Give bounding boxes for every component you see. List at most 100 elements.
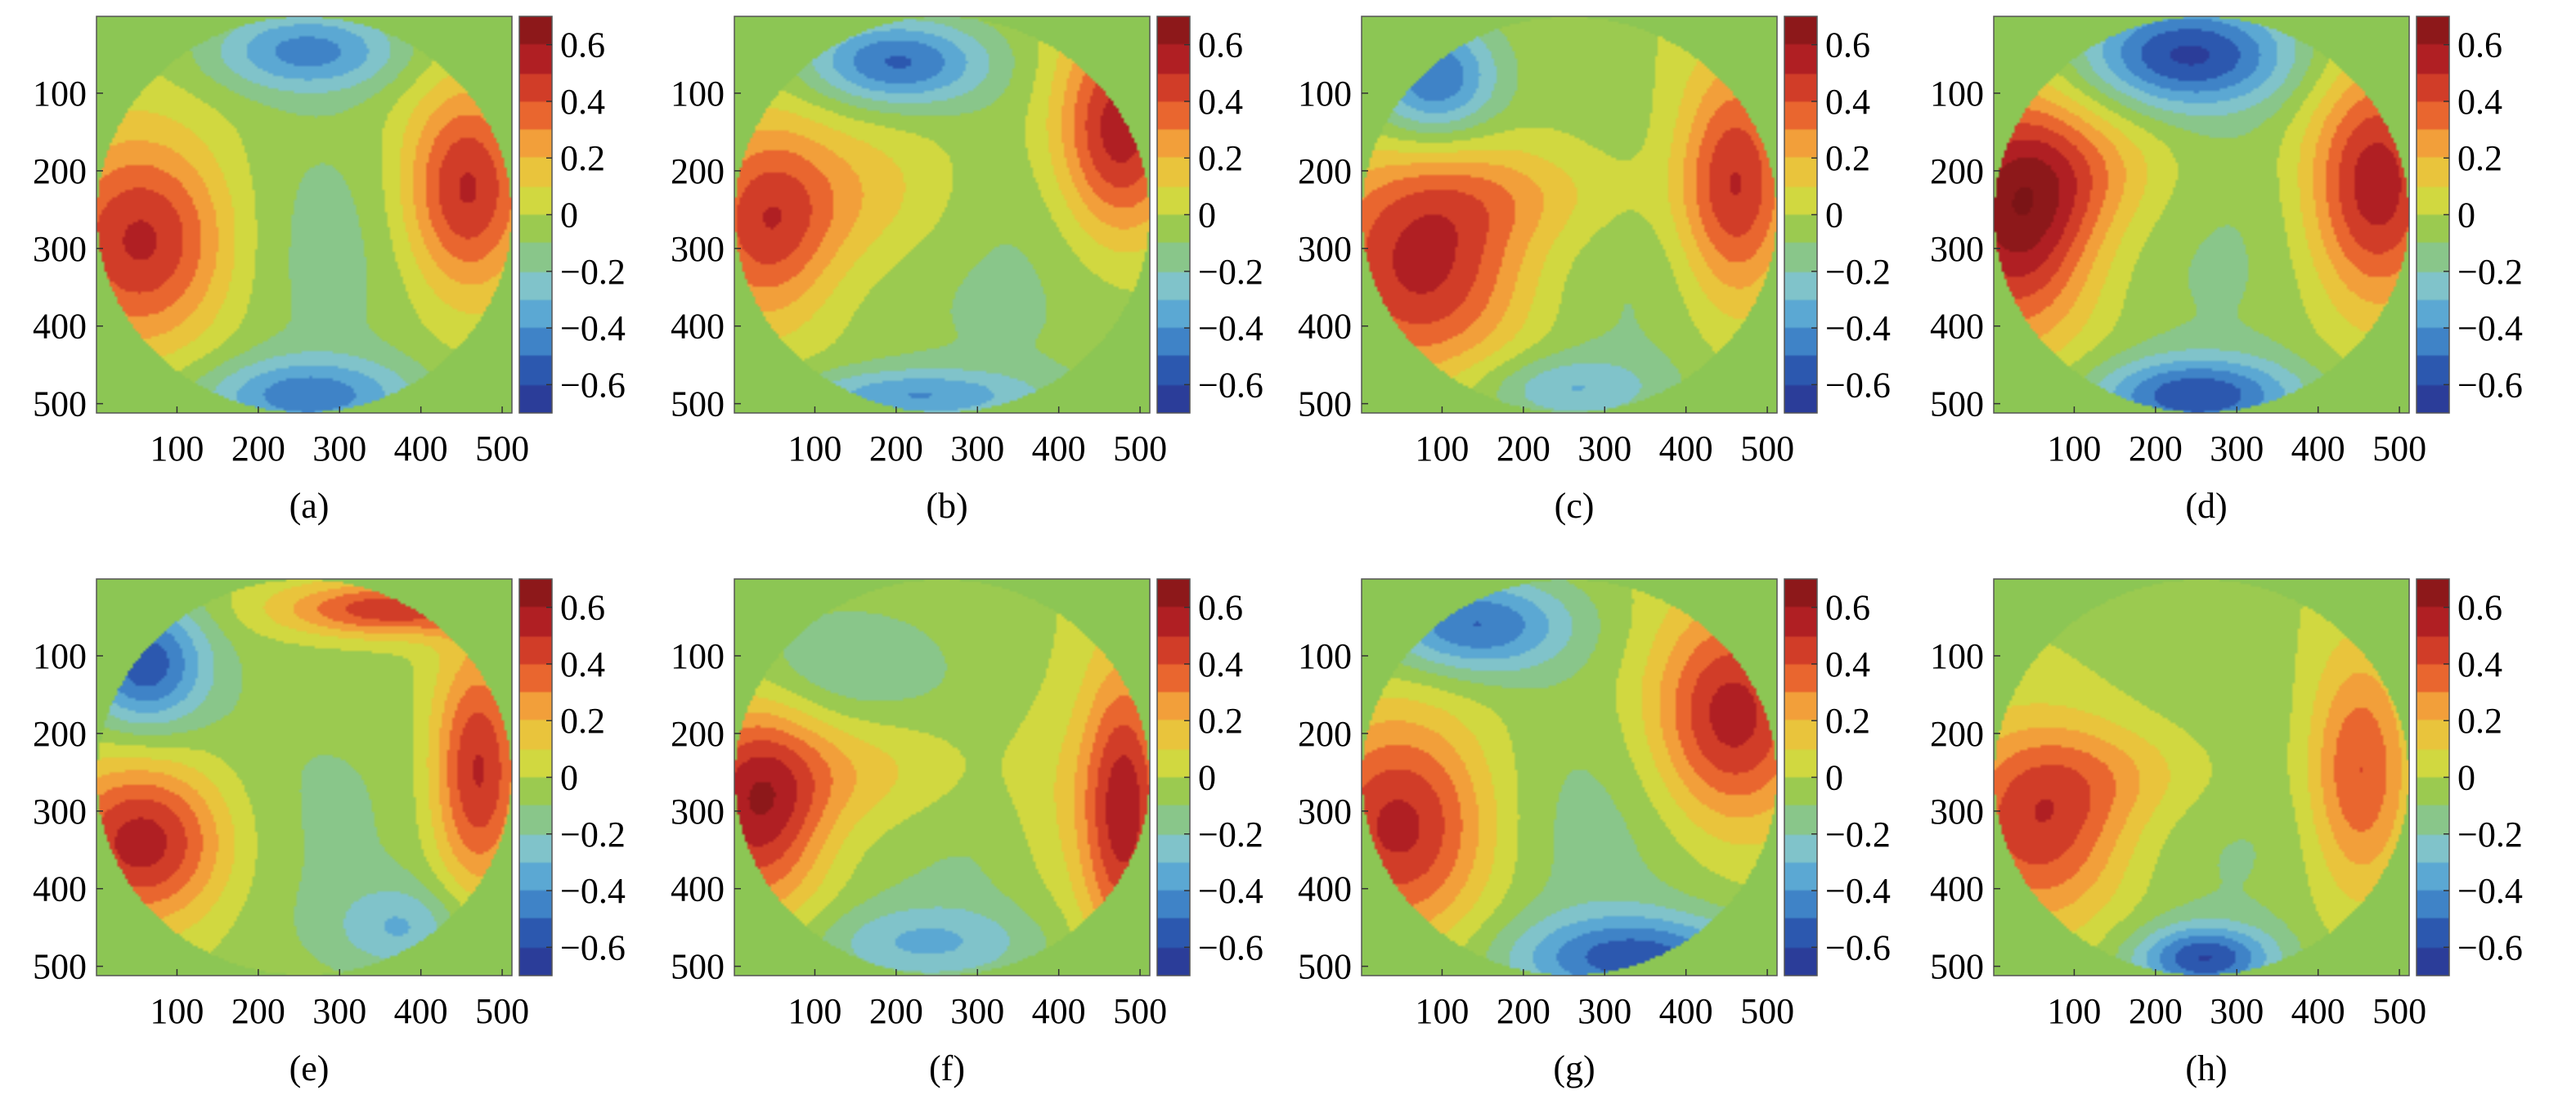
x-tick-label: 300 bbox=[312, 429, 366, 469]
y-tick-label: 500 bbox=[671, 384, 725, 424]
y-tick-label: 400 bbox=[671, 307, 725, 347]
colorbar-tick-label: −0.2 bbox=[2457, 815, 2523, 855]
y-tick-label: 300 bbox=[1930, 792, 1984, 832]
y-tick-label: 500 bbox=[33, 384, 87, 424]
heatmap-image bbox=[1362, 579, 1777, 976]
heatmap-image bbox=[96, 579, 512, 976]
x-tick-label: 200 bbox=[2129, 991, 2183, 1031]
colorbar-tick-label: 0.6 bbox=[2457, 588, 2502, 628]
colorbar-tick-label: 0.4 bbox=[560, 644, 605, 684]
colorbar-tick-label: −0.6 bbox=[2457, 365, 2523, 405]
x-tick-label: 100 bbox=[788, 991, 841, 1031]
colorbar-tick-label: −0.4 bbox=[1825, 871, 1891, 911]
y-tick-label: 100 bbox=[1298, 74, 1352, 114]
y-tick-label: 200 bbox=[33, 714, 87, 754]
x-tick-label: 300 bbox=[950, 991, 1004, 1031]
x-tick-label: 500 bbox=[475, 429, 529, 469]
y-tick-label: 200 bbox=[1930, 714, 1984, 754]
panel-label: (g) bbox=[1553, 1048, 1595, 1088]
panel-c: 100 200 300 400 500 100 200 300 400 500 0.6 0.4 0.2 0… bbox=[1298, 16, 1891, 526]
plot-frame bbox=[734, 578, 1151, 976]
y-tick-label: 100 bbox=[1298, 636, 1352, 676]
x-tick-label: 100 bbox=[1415, 991, 1469, 1031]
panel-label: (b) bbox=[926, 486, 967, 526]
x-tick-label: 100 bbox=[788, 429, 841, 469]
colorbar-tick-label: 0.2 bbox=[560, 701, 605, 741]
colorbar-tick-label: 0.4 bbox=[2457, 644, 2502, 684]
x-tick-label: 200 bbox=[2129, 429, 2183, 469]
y-tick-label: 500 bbox=[1930, 947, 1984, 987]
y-tick-label: 100 bbox=[33, 636, 87, 676]
x-tick-label: 400 bbox=[394, 429, 448, 469]
panel-h: 100 200 300 400 500 100 200 300 400 500 0.6 0.4 0.2 0… bbox=[1930, 578, 2523, 1088]
plot-frame bbox=[734, 16, 1151, 414]
colorbar-tick-label: 0.4 bbox=[1198, 82, 1243, 122]
colorbar-tick-label: 0.2 bbox=[2457, 138, 2502, 178]
colorbar-tick-label: 0.4 bbox=[1825, 644, 1870, 684]
x-tick-label: 100 bbox=[150, 429, 204, 469]
y-tick-label: 200 bbox=[671, 151, 725, 191]
colorbar-tick-label: 0 bbox=[560, 758, 578, 798]
colorbar-tick-label: −0.6 bbox=[2457, 927, 2523, 967]
x-tick-label: 500 bbox=[1113, 991, 1167, 1031]
x-tick-label: 500 bbox=[1740, 429, 1794, 469]
colorbar-tick-label: −0.6 bbox=[560, 927, 626, 967]
plot-frame bbox=[1993, 16, 2410, 414]
y-tick-label: 400 bbox=[33, 869, 87, 909]
colorbar-tick-label: −0.6 bbox=[1825, 365, 1891, 405]
colorbar-tick-label: 0.6 bbox=[1825, 25, 1870, 65]
y-tick-label: 200 bbox=[33, 151, 87, 191]
colorbar-tick-label: 0.2 bbox=[1825, 138, 1870, 178]
x-tick-label: 400 bbox=[2291, 991, 2345, 1031]
y-tick-label: 300 bbox=[33, 229, 87, 269]
x-tick-label: 300 bbox=[1577, 429, 1631, 469]
heatmap-image bbox=[1994, 579, 2409, 976]
colorbar-tick-label: −0.2 bbox=[1825, 815, 1891, 855]
y-tick-label: 300 bbox=[1298, 792, 1352, 832]
colorbar-tick-label: 0.6 bbox=[560, 588, 605, 628]
colorbar-tick-label: 0.2 bbox=[1825, 701, 1870, 741]
colorbar-tick-label: 0.2 bbox=[1198, 138, 1243, 178]
panel-label: (c) bbox=[1555, 486, 1595, 526]
y-tick-label: 400 bbox=[1930, 869, 1984, 909]
panel-label: (f) bbox=[929, 1048, 965, 1088]
panel-label: (e) bbox=[289, 1048, 330, 1088]
plot-frame bbox=[96, 578, 513, 976]
y-tick-label: 500 bbox=[671, 947, 725, 987]
plot-frame bbox=[1361, 578, 1778, 976]
colorbar-tick-label: −0.6 bbox=[1198, 365, 1263, 405]
y-tick-label: 400 bbox=[1298, 869, 1352, 909]
x-tick-label: 200 bbox=[869, 429, 923, 469]
colorbar-tick-label: 0.6 bbox=[2457, 25, 2502, 65]
x-tick-label: 500 bbox=[1113, 429, 1167, 469]
x-tick-label: 300 bbox=[2210, 991, 2264, 1031]
panel-label: (d) bbox=[2185, 486, 2227, 526]
x-tick-label: 400 bbox=[394, 991, 448, 1031]
colorbar-tick-label: 0 bbox=[1825, 195, 1843, 236]
x-tick-label: 400 bbox=[1032, 991, 1086, 1031]
colorbar-tick-label: −0.2 bbox=[2457, 252, 2523, 292]
x-tick-label: 100 bbox=[1415, 429, 1469, 469]
heatmap-image bbox=[734, 16, 1150, 413]
x-tick-label: 500 bbox=[2372, 991, 2426, 1031]
x-tick-label: 400 bbox=[1659, 429, 1713, 469]
colorbar-tick-label: −0.6 bbox=[1198, 927, 1263, 967]
x-tick-label: 100 bbox=[150, 991, 204, 1031]
colorbar-tick-label: 0 bbox=[1198, 758, 1216, 798]
panel-g: 100 200 300 400 500 100 200 300 400 500 0.6 0.4 0.2 0… bbox=[1298, 578, 1891, 1088]
x-tick-label: 300 bbox=[2210, 429, 2264, 469]
panel-label: (a) bbox=[289, 486, 330, 526]
colorbar-tick-label: 0 bbox=[2457, 195, 2475, 236]
colorbar-tick-label: 0.6 bbox=[560, 25, 605, 65]
x-tick-label: 400 bbox=[2291, 429, 2345, 469]
panel-f: 100 200 300 400 500 100 200 300 400 500 0.6 0.4 0.2 0… bbox=[671, 578, 1263, 1088]
colorbar-tick-label: −0.6 bbox=[560, 365, 626, 405]
colorbar-tick-label: −0.6 bbox=[1825, 927, 1891, 967]
colorbar-tick-label: 0.6 bbox=[1825, 588, 1870, 628]
colorbar-tick-label: 0 bbox=[1198, 195, 1216, 236]
x-tick-label: 500 bbox=[475, 991, 529, 1031]
y-tick-label: 100 bbox=[1930, 74, 1984, 114]
colorbar-tick-label: 0.4 bbox=[560, 82, 605, 122]
plot-frame bbox=[96, 16, 513, 414]
x-tick-label: 100 bbox=[2047, 429, 2101, 469]
